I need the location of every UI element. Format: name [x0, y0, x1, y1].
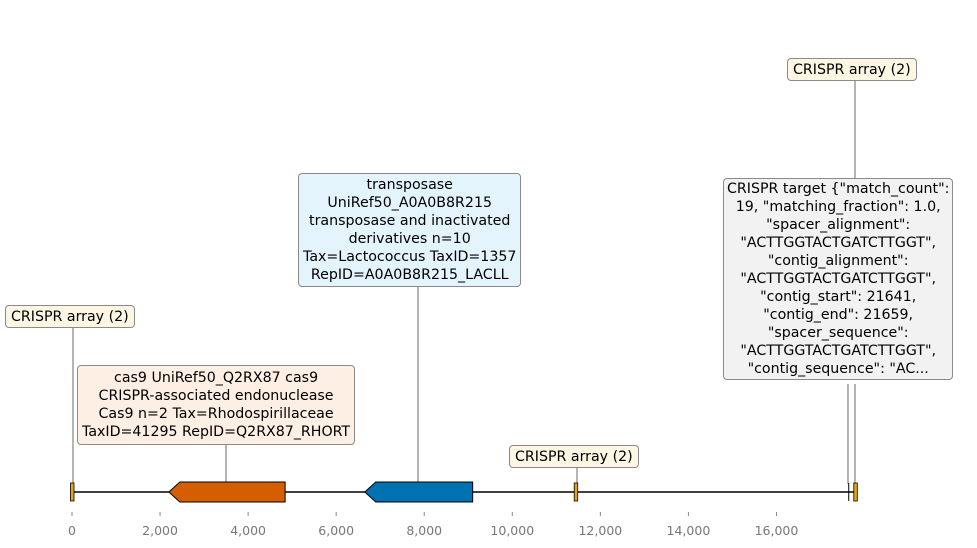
- cas9-gene-arrow: [168, 481, 286, 503]
- crispr-array-2-marker: [573, 482, 579, 502]
- x-axis-tick-label: 14,000: [667, 523, 711, 538]
- crispr-array-label: CRISPR array (2): [787, 58, 917, 81]
- x-axis-tick-label: 4,000: [230, 523, 266, 538]
- cas9-label: cas9 UniRef50_Q2RX87 cas9 CRISPR-associa…: [77, 365, 356, 445]
- crispr-target-label: CRISPR target {"match_count": 19, "match…: [723, 178, 954, 380]
- x-axis-tick-label: 6,000: [318, 523, 354, 538]
- transposase-gene-arrow: [364, 481, 474, 503]
- x-axis-tick-label: 10,000: [490, 523, 534, 538]
- gene-features: [70, 481, 858, 503]
- transposase-label: transposase UniRef50_A0A0B8R215 transpos…: [298, 173, 522, 287]
- x-axis-tick-label: 8,000: [406, 523, 442, 538]
- x-axis-tick-label: 2,000: [142, 523, 178, 538]
- x-axis-tick-label: 16,000: [755, 523, 799, 538]
- crispr-array-3-marker: [853, 482, 858, 502]
- x-axis-tick-label: 12,000: [578, 523, 622, 538]
- crispr-array-1-marker: [70, 482, 75, 502]
- crispr-array-label: CRISPR array (2): [5, 305, 135, 328]
- annotation-leader-lines: [72, 81, 856, 484]
- x-axis: 0 2,000 4,000 6,000 8,000 10,000 12,000 14,000 1…: [68, 512, 798, 538]
- x-axis-tick-label: 0: [68, 523, 76, 538]
- crispr-array-label: CRISPR array (2): [509, 445, 639, 468]
